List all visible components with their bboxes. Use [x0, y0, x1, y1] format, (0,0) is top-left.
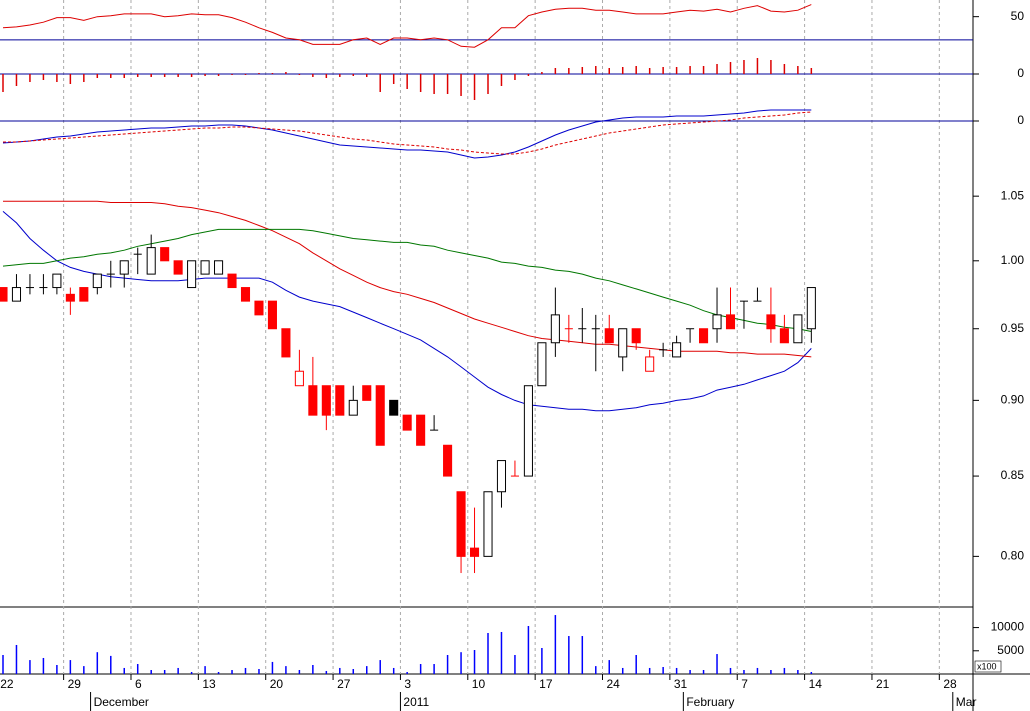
unit-box [974, 660, 1002, 673]
candle-body [725, 314, 736, 330]
x-tick-label: 6 [135, 677, 142, 691]
candle-body [550, 314, 560, 344]
series-line [2, 4, 812, 48]
x-tick-label: 31 [674, 677, 688, 691]
x-tick-label: 17 [539, 677, 553, 691]
candle-body [375, 385, 385, 446]
x-tick-label: 24 [607, 677, 621, 691]
candle-body [227, 273, 237, 289]
month-label: Mar [956, 695, 977, 709]
candle-body [362, 385, 372, 401]
candle-body [793, 314, 803, 344]
series-line [2, 228, 812, 332]
y-tick-label: 10000 [991, 620, 1025, 634]
candle-body [631, 328, 641, 344]
candle-body [146, 247, 156, 275]
x-tick-label: 29 [68, 677, 82, 691]
series-line [3, 111, 812, 155]
candle-body [348, 399, 358, 416]
candle-body [294, 370, 304, 387]
series-line [2, 109, 812, 159]
x-tick-label: 10 [472, 677, 486, 691]
candle-body [0, 287, 8, 302]
candle-body [537, 342, 547, 387]
candle-body [79, 287, 89, 302]
candle-body [712, 314, 722, 330]
candle-body [645, 356, 655, 372]
candle-body [483, 491, 493, 557]
y-tick-label: 0.85 [1001, 468, 1025, 482]
candle-body [173, 260, 183, 275]
candle-body [92, 273, 102, 289]
x-tick-label: 21 [876, 677, 890, 691]
candle-body [456, 491, 466, 557]
candle-body [416, 414, 426, 446]
candle-body [443, 444, 453, 477]
candle-body [604, 328, 614, 344]
month-label: February [686, 695, 734, 709]
candle-body [160, 247, 170, 262]
candle-body [187, 260, 197, 289]
x-tick-label: 22 [0, 677, 14, 691]
candle-body [496, 460, 507, 493]
x-tick-label: 14 [809, 677, 823, 691]
y-tick-label: 0.80 [1001, 549, 1025, 563]
candle-body [267, 300, 277, 330]
month-label: December [94, 695, 149, 709]
x-tick-label: 20 [270, 677, 284, 691]
y-tick-label: 1.00 [1001, 253, 1025, 267]
y-tick-label: 5000 [997, 643, 1024, 657]
candle-body [699, 328, 709, 344]
x-tick-label: 27 [337, 677, 351, 691]
candle-body [523, 385, 533, 477]
x-tick-label: 7 [741, 677, 748, 691]
x-tick-label: 13 [202, 677, 216, 691]
candle-body [11, 287, 22, 302]
unit-label: x100 [977, 661, 997, 671]
month-label: 2011 [403, 695, 429, 709]
candle-body [254, 300, 264, 316]
candle-body [214, 260, 224, 275]
candle-body [779, 328, 789, 344]
candle-body [308, 385, 318, 416]
candle-body [65, 293, 75, 302]
candle-body [335, 385, 345, 416]
candle-body [321, 385, 331, 416]
y-tick-label: 0.90 [1001, 393, 1025, 407]
y-tick-label: 50 [1011, 9, 1025, 23]
x-tick-label: 3 [404, 677, 411, 691]
candle-body [119, 260, 129, 275]
candle-body [469, 547, 480, 557]
y-tick-label: 0 [1017, 113, 1024, 127]
candle-body [806, 287, 816, 330]
y-tick-label: 1.05 [1001, 188, 1025, 202]
candle-body [672, 342, 682, 358]
x-tick-label: 28 [943, 677, 957, 691]
candle-body [766, 314, 776, 330]
candle-body [52, 273, 62, 289]
candle-body [389, 399, 399, 416]
y-tick-label: 0 [1017, 66, 1024, 80]
candle-body [402, 414, 412, 431]
candle-body [281, 328, 291, 358]
series-line [2, 211, 812, 412]
candle-body [200, 260, 210, 275]
candle-body [240, 287, 251, 302]
candle-body [618, 328, 628, 358]
y-tick-label: 0.95 [1001, 321, 1025, 335]
